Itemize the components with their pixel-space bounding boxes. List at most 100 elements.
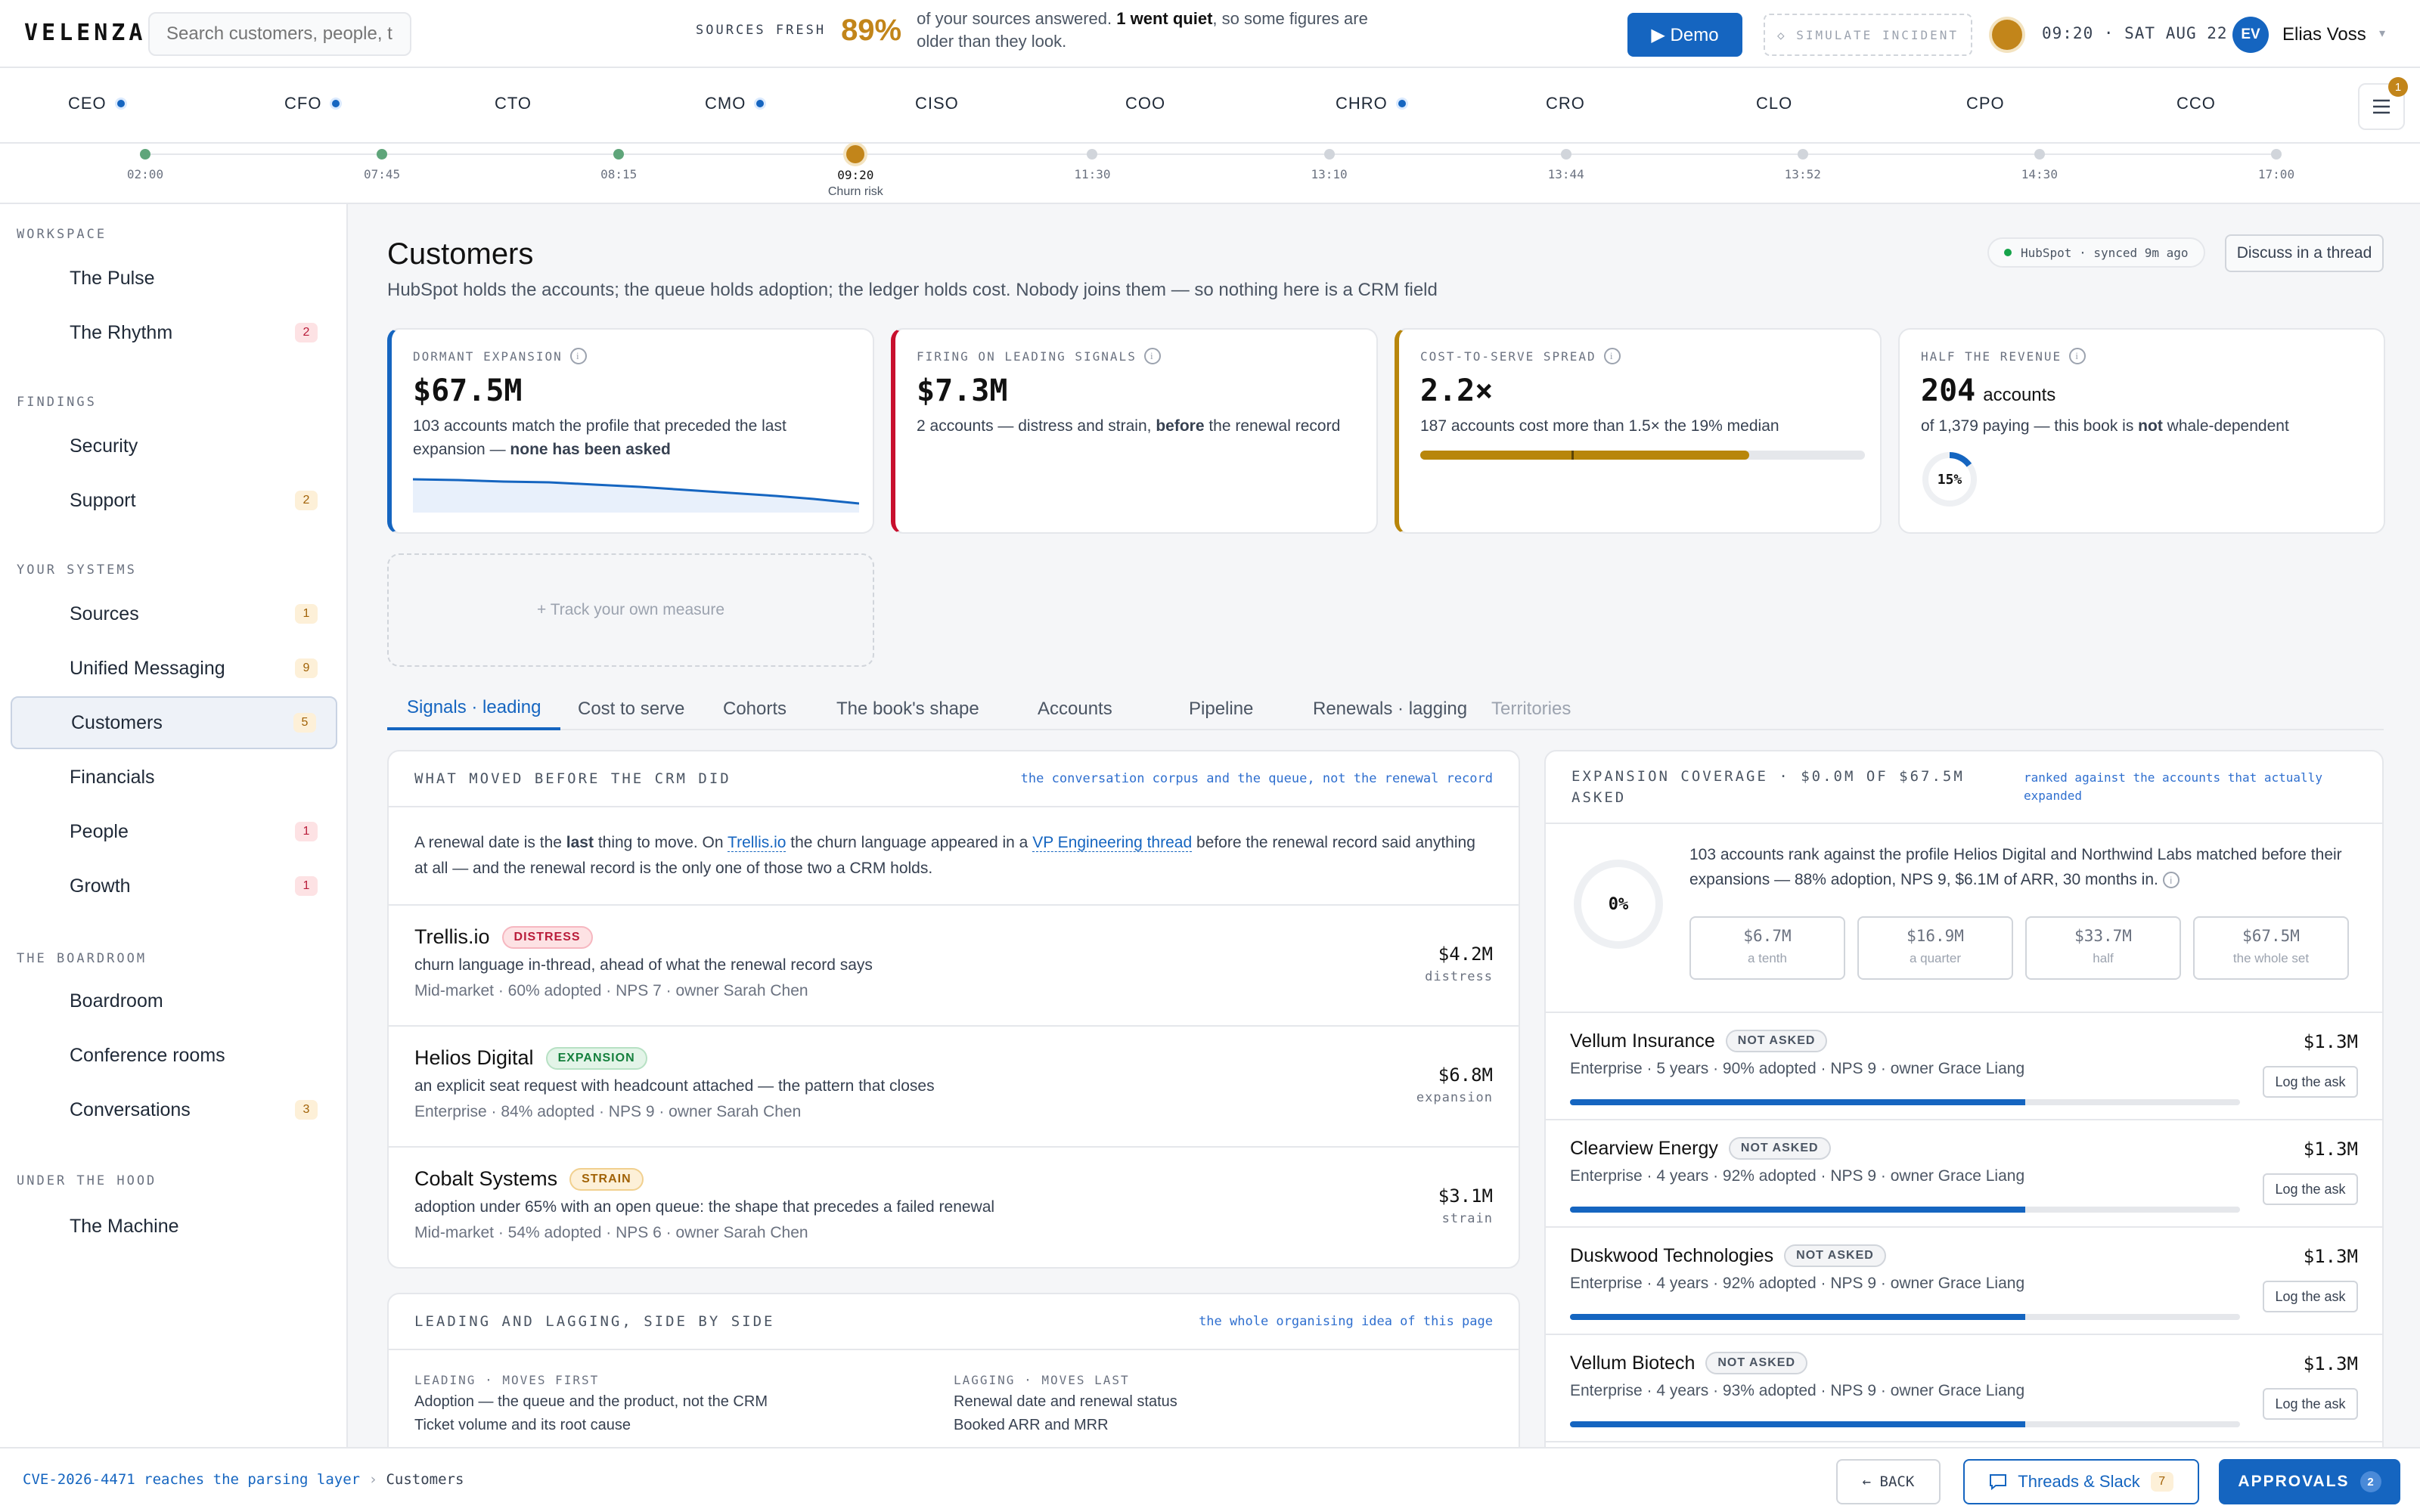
kpi-cost-to-serve[interactable]: COST-TO-SERVE SPREAD i 2.2× 187 accounts … xyxy=(1395,328,1882,534)
role-label: CPO xyxy=(1966,94,2005,113)
sidebar-item-the-machine[interactable]: The Machine xyxy=(11,1200,337,1253)
account-meta: Enterprise · 4 years · 92% adopted · NPS… xyxy=(1570,1167,2025,1185)
sidebar-item-the-pulse[interactable]: The Pulse xyxy=(11,252,337,305)
timeline-point[interactable]: 14:30 xyxy=(1987,144,2093,181)
tab-renewals-lagging[interactable]: Renewals · lagging xyxy=(1313,699,1468,719)
timeline-point[interactable]: 17:00 xyxy=(2223,144,2329,181)
simulate-incident-button[interactable]: ◇ SIMULATE INCIDENT xyxy=(1764,14,1972,56)
tab-cost-to-serve[interactable]: Cost to serve xyxy=(578,699,685,719)
info-icon[interactable]: i xyxy=(2162,872,2180,889)
kpi-dormant-expansion[interactable]: DORMANT EXPANSION i $67.5M 103 accounts m… xyxy=(387,328,874,534)
account-row[interactable]: Vellum Biotech NOT ASKED Enterprise · 4 ye… xyxy=(1546,1335,2382,1442)
sidebar-item-conference-rooms[interactable]: Conference rooms xyxy=(11,1029,337,1082)
sidebar-item-security[interactable]: Security xyxy=(11,420,337,472)
role-coo[interactable]: COO xyxy=(1089,91,1165,116)
signal-row[interactable]: Cobalt Systems STRAIN adoption under 65% w… xyxy=(389,1148,1519,1267)
demo-button[interactable]: ▶ Demo xyxy=(1627,13,1742,57)
tab-cohorts[interactable]: Cohorts xyxy=(723,699,787,719)
kpi-value: $7.3M xyxy=(917,373,1008,408)
status-dot xyxy=(1398,100,1406,107)
kpi-value-number: 204 xyxy=(1921,373,1976,408)
back-button[interactable]: ← BACK xyxy=(1836,1459,1941,1504)
info-icon[interactable]: i xyxy=(1143,348,1161,364)
coverage-step[interactable]: $16.9M a quarter xyxy=(1857,916,2013,980)
role-cco[interactable]: CCO xyxy=(2140,91,2216,116)
section-boardroom: THE BOARDROOM xyxy=(17,951,147,966)
signal-desc: an explicit seat request with headcount … xyxy=(414,1077,935,1095)
role-ceo[interactable]: CEO xyxy=(32,91,125,116)
main-content: Customers HubSpot holds the accounts; th… xyxy=(348,204,2420,1506)
breadcrumb-link[interactable]: CVE-2026-4471 reaches the parsing layer xyxy=(23,1471,361,1488)
tab-signals-leading[interactable]: Signals · leading xyxy=(387,688,561,730)
log-ask-button[interactable]: Log the ask xyxy=(2263,1388,2358,1420)
tab-pipeline[interactable]: Pipeline xyxy=(1189,699,1254,719)
sidebar-item-financials[interactable]: Financials xyxy=(11,751,337,804)
info-icon[interactable]: i xyxy=(2069,348,2086,364)
log-ask-button[interactable]: Log the ask xyxy=(2263,1281,2358,1312)
role-cto[interactable]: CTO xyxy=(458,91,532,116)
sidebar-item-unified-messaging[interactable]: Unified Messaging 9 xyxy=(11,642,337,695)
timeline-point[interactable]: 07:45 xyxy=(329,144,435,181)
sidebar-item-support[interactable]: Support 2 xyxy=(11,474,337,527)
track-measure-button[interactable]: + Track your own measure xyxy=(387,553,874,667)
account-row[interactable]: Vellum Insurance NOT ASKED Enterprise · 5 … xyxy=(1546,1013,2382,1120)
kpi-half-revenue[interactable]: HALF THE REVENUE i 204 accounts of 1,379 p… xyxy=(1898,328,2385,534)
kpi-leading-signals[interactable]: FIRING ON LEADING SIGNALS i $7.3M 2 accou… xyxy=(891,328,1378,534)
coverage-step[interactable]: $33.7M half xyxy=(2025,916,2181,980)
timeline-point[interactable]: 13:10 xyxy=(1277,144,1382,181)
signal-row[interactable]: Trellis.io DISTRESS churn language in-thre… xyxy=(389,906,1519,1027)
sidebar-item-conversations[interactable]: Conversations 3 xyxy=(11,1083,337,1136)
role-cro[interactable]: CRO xyxy=(1509,91,1585,116)
sidebar-item-label: Support xyxy=(70,489,136,511)
info-icon[interactable]: i xyxy=(1603,348,1621,364)
coverage-step[interactable]: $6.7M a tenth xyxy=(1689,916,1845,980)
menu-button[interactable] xyxy=(2358,83,2405,130)
tab-territories[interactable]: Territories xyxy=(1491,699,1571,719)
sidebar-item-boardroom[interactable]: Boardroom xyxy=(11,974,337,1027)
role-cmo[interactable]: CMO xyxy=(669,91,765,116)
trellis-link[interactable]: Trellis.io xyxy=(728,834,786,852)
timeline-point[interactable]: 13:44 xyxy=(1513,144,1619,181)
user-name[interactable]: Elias Voss xyxy=(2282,24,2366,45)
discuss-button[interactable]: Discuss in a thread xyxy=(2225,234,2384,272)
thread-link[interactable]: VP Engineering thread xyxy=(1032,834,1193,852)
timeline-point[interactable]: 13:52 xyxy=(1750,144,1856,181)
search-input[interactable] xyxy=(148,12,411,56)
message-icon xyxy=(32,658,51,678)
role-chro[interactable]: CHRO xyxy=(1299,91,1406,116)
app-logo[interactable]: VELENZA. xyxy=(24,20,164,46)
threads-button[interactable]: Threads & Slack 7 xyxy=(1963,1459,2199,1504)
signal-row[interactable]: Helios Digital EXPANSION an explicit seat … xyxy=(389,1027,1519,1148)
avatar[interactable]: EV xyxy=(2232,17,2269,53)
role-ciso[interactable]: CISO xyxy=(879,91,959,116)
approvals-button[interactable]: APPROVALS 2 xyxy=(2219,1459,2400,1504)
coverage-step[interactable]: $67.5M the whole set xyxy=(2193,916,2349,980)
tab-the-book-s-shape[interactable]: The book's shape xyxy=(836,699,979,719)
role-cpo[interactable]: CPO xyxy=(1930,91,2005,116)
timeline-point[interactable]: 02:00 xyxy=(92,144,198,181)
timeline-point[interactable]: 09:20 Churn risk xyxy=(802,144,908,199)
sidebar-item-growth[interactable]: Growth 1 xyxy=(11,860,337,912)
sidebar-badge: 1 xyxy=(295,604,318,624)
tab-accounts[interactable]: Accounts xyxy=(1038,699,1112,719)
timeline-point[interactable]: 08:15 xyxy=(566,144,672,181)
account-row[interactable]: Clearview Energy NOT ASKED Enterprise · 4 … xyxy=(1546,1120,2382,1228)
role-cfo[interactable]: CFO xyxy=(248,91,340,116)
sidebar-item-people[interactable]: People 1 xyxy=(11,805,337,858)
role-clo[interactable]: CLO xyxy=(1720,91,1792,116)
sidebar-item-customers[interactable]: Customers 5 xyxy=(11,696,337,749)
sidebar-item-the-rhythm[interactable]: The Rhythm 2 xyxy=(11,306,337,359)
sidebar-item-sources[interactable]: Sources 1 xyxy=(11,587,337,640)
account-score-bar xyxy=(1570,1314,2240,1320)
account-tag: NOT ASKED xyxy=(1784,1244,1886,1267)
account-row[interactable]: Duskwood Technologies NOT ASKED Enterprise… xyxy=(1546,1228,2382,1335)
info-icon[interactable]: i xyxy=(569,348,587,364)
log-ask-button[interactable]: Log the ask xyxy=(2263,1173,2358,1205)
breadcrumb-separator: › xyxy=(368,1471,378,1488)
log-ask-button[interactable]: Log the ask xyxy=(2263,1066,2358,1098)
account-score-fill xyxy=(1570,1207,2026,1213)
intro-b: last xyxy=(566,834,594,851)
timeline-point[interactable]: 11:30 xyxy=(1039,144,1145,181)
account-name-row: Vellum Biotech NOT ASKED xyxy=(1570,1352,2358,1374)
chevron-down-icon[interactable]: ▾ xyxy=(2379,27,2386,40)
